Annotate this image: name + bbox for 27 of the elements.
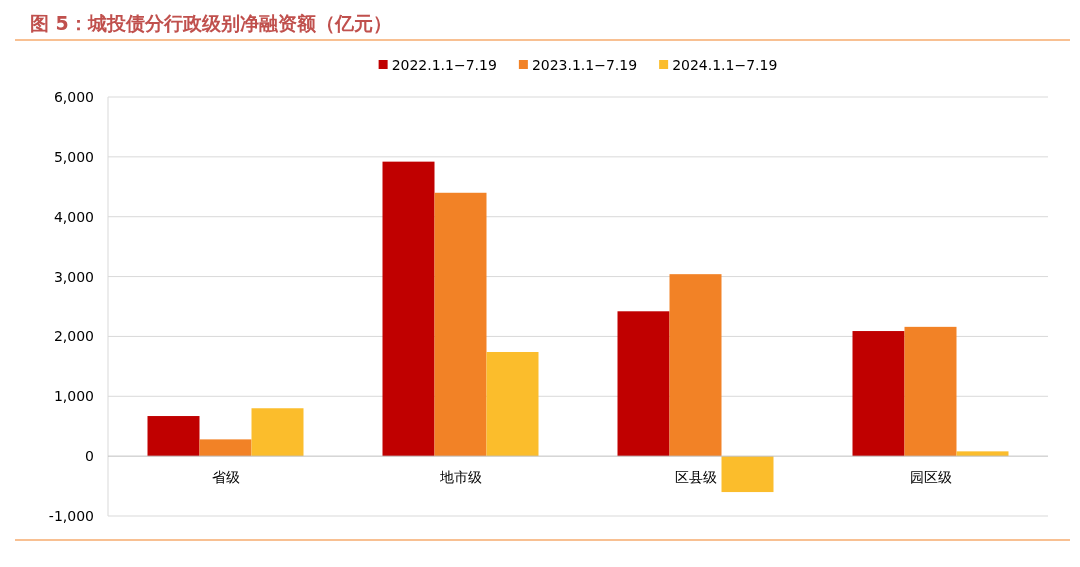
bar: [199, 439, 252, 457]
legend-label: 2022.1.1−7.19: [391, 57, 497, 73]
bar: [382, 161, 435, 457]
bar: [434, 192, 487, 457]
bar: [251, 408, 304, 457]
legend-label: 2023.1.1−7.19: [531, 57, 638, 73]
x-tick-label: 省级: [211, 469, 240, 486]
x-tick-label: 园区级: [909, 469, 952, 486]
bar: [669, 274, 722, 457]
x-tick-label: 区县级: [674, 469, 717, 486]
y-tick-label: 5,000: [53, 148, 94, 165]
bar: [486, 351, 539, 457]
y-tick-label: -1,000: [48, 508, 94, 524]
y-tick-label: 2,000: [53, 328, 94, 345]
chart-title: 图 5：城投债分行政级别净融资额（亿元）: [30, 12, 392, 34]
legend-label: 2024.1.1−7.19: [672, 57, 778, 73]
bar: [852, 331, 905, 457]
y-tick-label: 6,000: [53, 89, 94, 105]
y-tick-label: 1,000: [53, 388, 94, 405]
x-tick-label: 地市级: [438, 469, 482, 486]
bar: [721, 456, 774, 493]
y-tick-label: 4,000: [53, 208, 94, 225]
y-tick-label: 3,000: [53, 268, 94, 285]
bar: [617, 311, 670, 457]
bar: [147, 416, 200, 457]
y-tick-label: 0: [85, 448, 94, 465]
bar: [904, 326, 957, 457]
